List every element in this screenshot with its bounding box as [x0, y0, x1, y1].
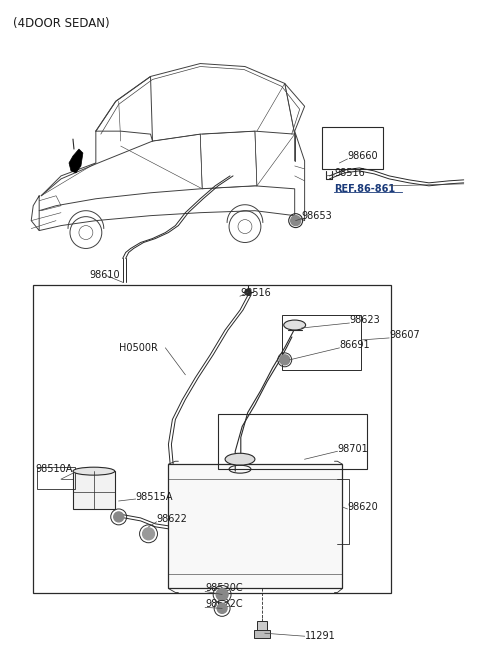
- Bar: [322, 127, 383, 169]
- Text: 98610: 98610: [89, 270, 120, 281]
- Text: 98515A: 98515A: [136, 492, 173, 502]
- Text: 98623: 98623: [349, 315, 380, 325]
- Text: 98653: 98653: [301, 211, 332, 221]
- Bar: [37, 467, 75, 489]
- Circle shape: [280, 355, 290, 365]
- Ellipse shape: [73, 467, 115, 475]
- Text: 98622C: 98622C: [205, 599, 243, 610]
- Circle shape: [216, 589, 228, 600]
- Polygon shape: [69, 149, 83, 173]
- Circle shape: [143, 528, 155, 540]
- Bar: [73, 471, 115, 509]
- Text: 98516: 98516: [335, 168, 365, 178]
- Text: 98620: 98620: [348, 502, 378, 512]
- Text: 11291: 11291: [305, 631, 336, 641]
- Text: 98607: 98607: [389, 330, 420, 340]
- Bar: [282, 315, 361, 370]
- Circle shape: [217, 603, 227, 614]
- Text: 98622: 98622: [156, 514, 187, 524]
- Text: (4DOOR SEDAN): (4DOOR SEDAN): [13, 17, 110, 30]
- Text: 86691: 86691: [339, 340, 370, 350]
- Bar: [254, 630, 270, 638]
- Bar: [218, 415, 367, 469]
- Bar: [257, 622, 267, 633]
- Circle shape: [291, 215, 300, 225]
- Ellipse shape: [225, 453, 255, 465]
- Text: 98660: 98660: [348, 151, 378, 161]
- Text: 98510A: 98510A: [35, 464, 72, 474]
- Text: 98516: 98516: [240, 288, 271, 298]
- Circle shape: [245, 289, 251, 295]
- Bar: [33, 285, 391, 593]
- Text: REF.86-861: REF.86-861: [335, 184, 396, 194]
- Bar: [168, 464, 342, 589]
- Text: 98520C: 98520C: [205, 583, 243, 593]
- Text: H0500R: H0500R: [119, 343, 157, 353]
- Ellipse shape: [284, 320, 306, 330]
- Text: 98701: 98701: [337, 444, 368, 454]
- Circle shape: [114, 512, 124, 522]
